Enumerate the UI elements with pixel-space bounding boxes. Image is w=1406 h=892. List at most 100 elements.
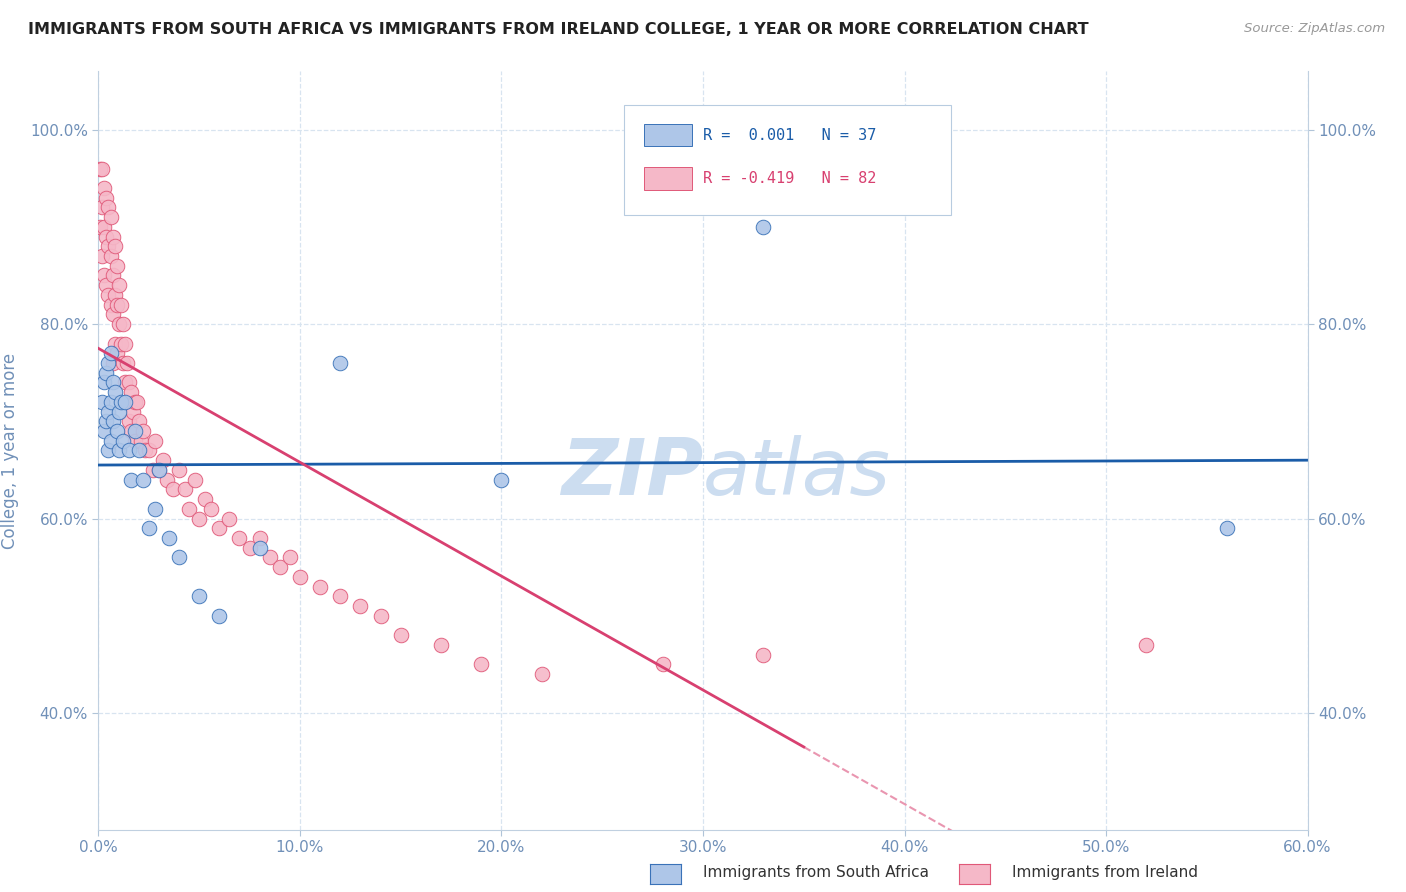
Point xyxy=(167,463,190,477)
Point xyxy=(111,356,134,370)
Point xyxy=(114,376,136,390)
Point xyxy=(91,201,114,215)
Point xyxy=(124,424,146,438)
Point xyxy=(105,346,128,360)
Point xyxy=(228,531,250,545)
Point xyxy=(288,570,311,584)
Point xyxy=(218,511,240,525)
Point xyxy=(93,268,115,283)
Point xyxy=(101,307,124,321)
Point xyxy=(167,550,190,565)
Point xyxy=(162,483,184,497)
Point xyxy=(156,473,179,487)
Point xyxy=(101,268,124,283)
Point xyxy=(329,356,352,370)
Point xyxy=(142,463,165,477)
Point xyxy=(651,657,673,672)
Point xyxy=(100,346,122,360)
Point xyxy=(96,229,118,244)
Point xyxy=(101,229,124,244)
Point xyxy=(134,443,156,458)
Point xyxy=(184,473,207,487)
Text: atlas: atlas xyxy=(703,435,891,511)
Point xyxy=(152,453,174,467)
Point xyxy=(249,541,271,555)
Point xyxy=(111,317,134,331)
Point xyxy=(96,191,118,205)
Point xyxy=(194,491,217,506)
Point xyxy=(100,395,122,409)
Point xyxy=(97,288,120,302)
Point xyxy=(101,414,124,428)
Point xyxy=(491,473,513,487)
Point xyxy=(118,414,141,428)
Point xyxy=(309,580,332,594)
Point xyxy=(111,434,134,448)
Point xyxy=(103,239,125,253)
Point xyxy=(110,336,132,351)
Point xyxy=(100,298,122,312)
Point xyxy=(124,395,146,409)
Point xyxy=(114,336,136,351)
Point xyxy=(132,473,155,487)
Point xyxy=(96,414,118,428)
Point xyxy=(128,414,150,428)
Point xyxy=(143,434,166,448)
Point xyxy=(91,249,114,263)
Point xyxy=(148,463,170,477)
Point xyxy=(530,667,553,681)
Point xyxy=(179,501,201,516)
Point xyxy=(101,376,124,390)
Text: ZIP: ZIP xyxy=(561,435,703,511)
Text: IMMIGRANTS FROM SOUTH AFRICA VS IMMIGRANTS FROM IRELAND COLLEGE, 1 YEAR OR MORE : IMMIGRANTS FROM SOUTH AFRICA VS IMMIGRAN… xyxy=(28,22,1088,37)
Point xyxy=(97,239,120,253)
Point xyxy=(389,628,412,642)
Text: R = -0.419   N = 82: R = -0.419 N = 82 xyxy=(703,170,876,186)
Point xyxy=(103,288,125,302)
Point xyxy=(101,356,124,370)
Point xyxy=(93,376,115,390)
Point xyxy=(97,404,120,418)
Point xyxy=(208,608,231,623)
Point xyxy=(107,443,129,458)
Point xyxy=(97,356,120,370)
Point xyxy=(239,541,262,555)
Point xyxy=(97,443,120,458)
Point xyxy=(100,210,122,224)
Point xyxy=(208,521,231,535)
Point xyxy=(124,434,146,448)
Point xyxy=(91,395,114,409)
Point xyxy=(269,560,291,574)
Point xyxy=(752,648,775,662)
Point xyxy=(105,424,128,438)
Point xyxy=(1135,638,1157,652)
Point xyxy=(120,424,142,438)
Point xyxy=(249,531,271,545)
Point xyxy=(103,385,125,400)
Point xyxy=(100,434,122,448)
Point xyxy=(752,219,775,234)
Point xyxy=(125,395,148,409)
Point xyxy=(121,404,143,418)
Point xyxy=(278,550,301,565)
Point xyxy=(138,443,160,458)
Point xyxy=(329,589,352,603)
Point xyxy=(138,521,160,535)
Point xyxy=(107,404,129,418)
Point xyxy=(96,278,118,293)
Point xyxy=(93,181,115,195)
Point xyxy=(105,298,128,312)
Point xyxy=(107,317,129,331)
Point xyxy=(103,336,125,351)
Text: Immigrants from Ireland: Immigrants from Ireland xyxy=(1012,865,1198,880)
Point xyxy=(105,259,128,273)
Point xyxy=(132,424,155,438)
Text: Immigrants from South Africa: Immigrants from South Africa xyxy=(703,865,929,880)
Point xyxy=(120,385,142,400)
Point xyxy=(107,278,129,293)
Point xyxy=(200,501,222,516)
Point xyxy=(100,249,122,263)
Point xyxy=(259,550,281,565)
Point xyxy=(430,638,453,652)
Point xyxy=(93,219,115,234)
